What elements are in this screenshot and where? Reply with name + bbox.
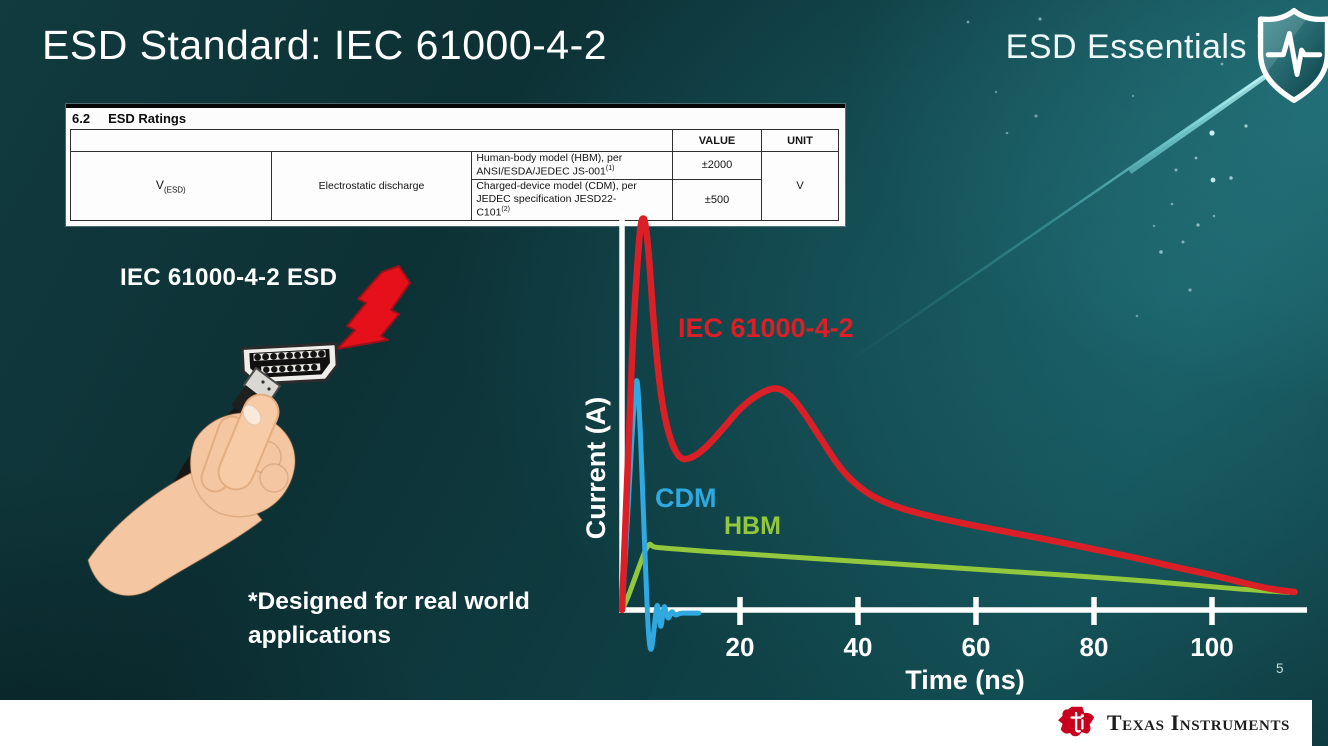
cdm-desc-cell: Charged-device model (CDM), per JEDEC sp… <box>471 178 673 221</box>
hbm-desc-cell: Human-body model (HBM), per ANSI/ESDA/JE… <box>471 151 673 180</box>
svg-text:20: 20 <box>726 632 755 662</box>
page-number: 5 <box>1276 661 1284 676</box>
esd-ratings-table: 6.2 ESD Ratings VALUE UNIT V(ESD) Electr… <box>66 104 845 226</box>
series-label-hbm: HBM <box>724 512 781 540</box>
hand-connector-illustration <box>87 265 411 597</box>
curve-cdm <box>619 378 702 652</box>
curve-iec-61000-4-2 <box>618 215 1298 614</box>
ti-wordmark: Texas Instruments <box>1106 710 1290 735</box>
unit-header: UNIT <box>761 129 839 152</box>
curve-hbm <box>619 541 1292 613</box>
svg-text:60: 60 <box>962 632 991 662</box>
chart-canvas: 20 40 60 80 100 <box>618 213 1307 662</box>
y-axis-label: Current (A) <box>581 396 611 540</box>
esd-shield-icon <box>1257 7 1328 103</box>
hdmi-connector <box>240 342 339 386</box>
curves <box>618 215 1298 652</box>
table-caption: 6.2 ESD Ratings <box>70 110 841 129</box>
page-title: ESD Standard: IEC 61000-4-2 <box>42 22 608 68</box>
value-header: VALUE <box>672 129 762 152</box>
brand-text: ESD Essentials <box>1005 28 1247 66</box>
cdm-value-cell: ±500 <box>672 178 762 221</box>
svg-text:100: 100 <box>1190 632 1233 662</box>
footer-bar: Texas Instruments <box>0 700 1312 746</box>
svg-text:40: 40 <box>844 632 873 662</box>
svg-text:80: 80 <box>1080 632 1109 662</box>
designed-note: *Designed for real world applications <box>248 588 530 649</box>
unit-cell: V <box>761 151 839 221</box>
lightning-bolt-icon <box>336 265 411 350</box>
ti-bug-icon <box>1057 706 1094 737</box>
series-label-iec: IEC 61000-4-2 <box>678 313 854 343</box>
hbm-value-cell: ±2000 <box>672 151 762 180</box>
fingernail <box>242 404 262 426</box>
section-number: 6.2 <box>72 111 91 126</box>
x-axis-ticks: 20 40 60 80 100 <box>726 597 1234 662</box>
symbol-cell: V(ESD) <box>70 151 272 221</box>
row-label-cell: Electrostatic discharge <box>270 151 473 221</box>
waveform-chart: 20 40 60 80 100 IEC 61000-4-2 CDM HBM Time (… <box>580 195 1328 707</box>
x-axis-label: Time (ns) <box>905 665 1025 695</box>
iec-esd-label: IEC 61000-4-2 ESD <box>120 264 338 291</box>
series-label-cdm: CDM <box>655 483 717 513</box>
empty-header-cell <box>70 129 673 152</box>
section-title: ESD Ratings <box>108 111 187 126</box>
